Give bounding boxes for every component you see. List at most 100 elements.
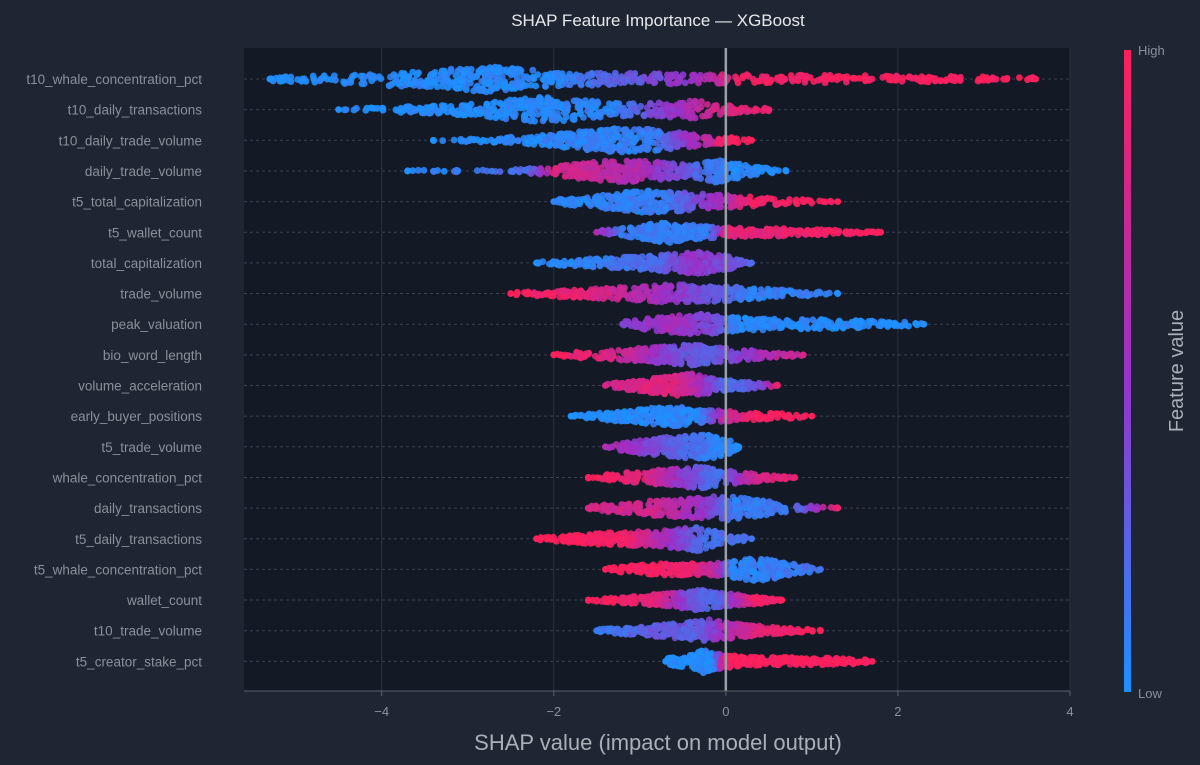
- shap-point: [571, 166, 579, 174]
- shap-point: [486, 72, 494, 79]
- shap-point: [584, 145, 591, 153]
- shap-point: [686, 97, 694, 105]
- shap-point: [562, 108, 570, 115]
- shap-point: [977, 76, 985, 84]
- shap-point: [697, 103, 705, 111]
- shap-point: [734, 79, 742, 87]
- shap-point: [753, 411, 761, 419]
- shap-point: [552, 165, 559, 172]
- shap-point: [711, 175, 719, 183]
- shap-point: [547, 290, 555, 297]
- shap-point: [644, 315, 652, 323]
- shap-point: [558, 70, 566, 78]
- shap-point: [678, 256, 686, 263]
- shap-point: [576, 260, 584, 268]
- shap-point: [853, 228, 861, 236]
- shap-point: [654, 166, 662, 174]
- shap-point: [640, 111, 648, 119]
- shap-point: [514, 137, 522, 144]
- shap-point: [762, 322, 770, 330]
- shap-point: [451, 167, 458, 175]
- shap-point: [556, 139, 563, 147]
- shap-point: [640, 74, 648, 82]
- shap-point: [416, 82, 423, 90]
- shap-point: [529, 66, 537, 74]
- shap-point: [804, 226, 811, 234]
- shap-point: [690, 387, 698, 395]
- shap-point: [947, 76, 955, 84]
- shap-point: [714, 79, 722, 87]
- shap-point: [985, 76, 992, 84]
- shap-point: [768, 410, 776, 418]
- shap-point: [710, 267, 718, 275]
- shap-point: [568, 258, 575, 265]
- shap-point: [544, 71, 551, 79]
- shap-point: [596, 289, 604, 297]
- shap-point: [622, 232, 630, 240]
- shap-point: [705, 204, 712, 212]
- shap-point: [687, 134, 695, 141]
- shap-point: [636, 146, 644, 154]
- shap-point: [419, 107, 427, 114]
- shap-point: [547, 78, 554, 85]
- shap-point: [686, 259, 694, 267]
- shap-point: [595, 355, 602, 362]
- shap-point: [834, 198, 842, 206]
- shap-point: [511, 96, 518, 104]
- shap-point: [743, 108, 751, 116]
- shap-point: [663, 132, 671, 140]
- shap-point: [899, 74, 907, 82]
- shap-point: [610, 77, 618, 84]
- shap-point: [610, 106, 618, 114]
- shap-point: [646, 131, 653, 139]
- shap-point: [678, 292, 686, 300]
- shap-point: [865, 322, 872, 330]
- shap-point: [718, 71, 726, 79]
- shap-point: [596, 113, 604, 121]
- shap-point: [814, 323, 821, 331]
- shap-point: [476, 87, 484, 94]
- shap-point: [748, 347, 756, 354]
- shap-point: [808, 412, 816, 420]
- shap-point: [849, 74, 857, 82]
- shap-point: [441, 102, 449, 110]
- shap-point: [589, 411, 597, 418]
- shap-point: [353, 104, 360, 112]
- shap-point: [681, 131, 689, 139]
- shap-point: [654, 158, 661, 166]
- shap-point: [407, 80, 414, 88]
- shap-point: [740, 348, 748, 356]
- shap-point: [733, 318, 741, 326]
- shap-point: [677, 415, 685, 423]
- shap-point: [635, 292, 643, 300]
- shap-point: [920, 74, 928, 82]
- shap-point: [733, 227, 741, 235]
- shap-point: [763, 73, 770, 81]
- shap-point: [636, 195, 644, 203]
- shap-point: [684, 406, 692, 414]
- shap-point: [704, 101, 711, 108]
- shap-point: [527, 81, 535, 89]
- shap-point: [688, 113, 695, 121]
- shap-point: [806, 74, 814, 81]
- shap-point: [655, 208, 663, 215]
- shap-point: [560, 199, 568, 206]
- shap-point: [775, 232, 782, 240]
- shap-point: [434, 167, 442, 174]
- shap-point: [633, 201, 641, 209]
- shap-point: [704, 384, 712, 392]
- shap-point: [622, 253, 630, 261]
- shap-point: [623, 139, 631, 147]
- shap-point: [508, 167, 516, 175]
- shap-point: [795, 227, 803, 235]
- shap-point: [767, 352, 775, 359]
- shap-point: [470, 87, 477, 95]
- shap-point: [534, 169, 542, 177]
- shap-point: [1016, 74, 1023, 81]
- shap-point: [593, 200, 600, 208]
- shap-point: [486, 78, 494, 86]
- shap-point: [661, 407, 669, 415]
- shap-point: [693, 134, 701, 142]
- shap-point: [787, 287, 795, 295]
- shap-point: [685, 354, 693, 362]
